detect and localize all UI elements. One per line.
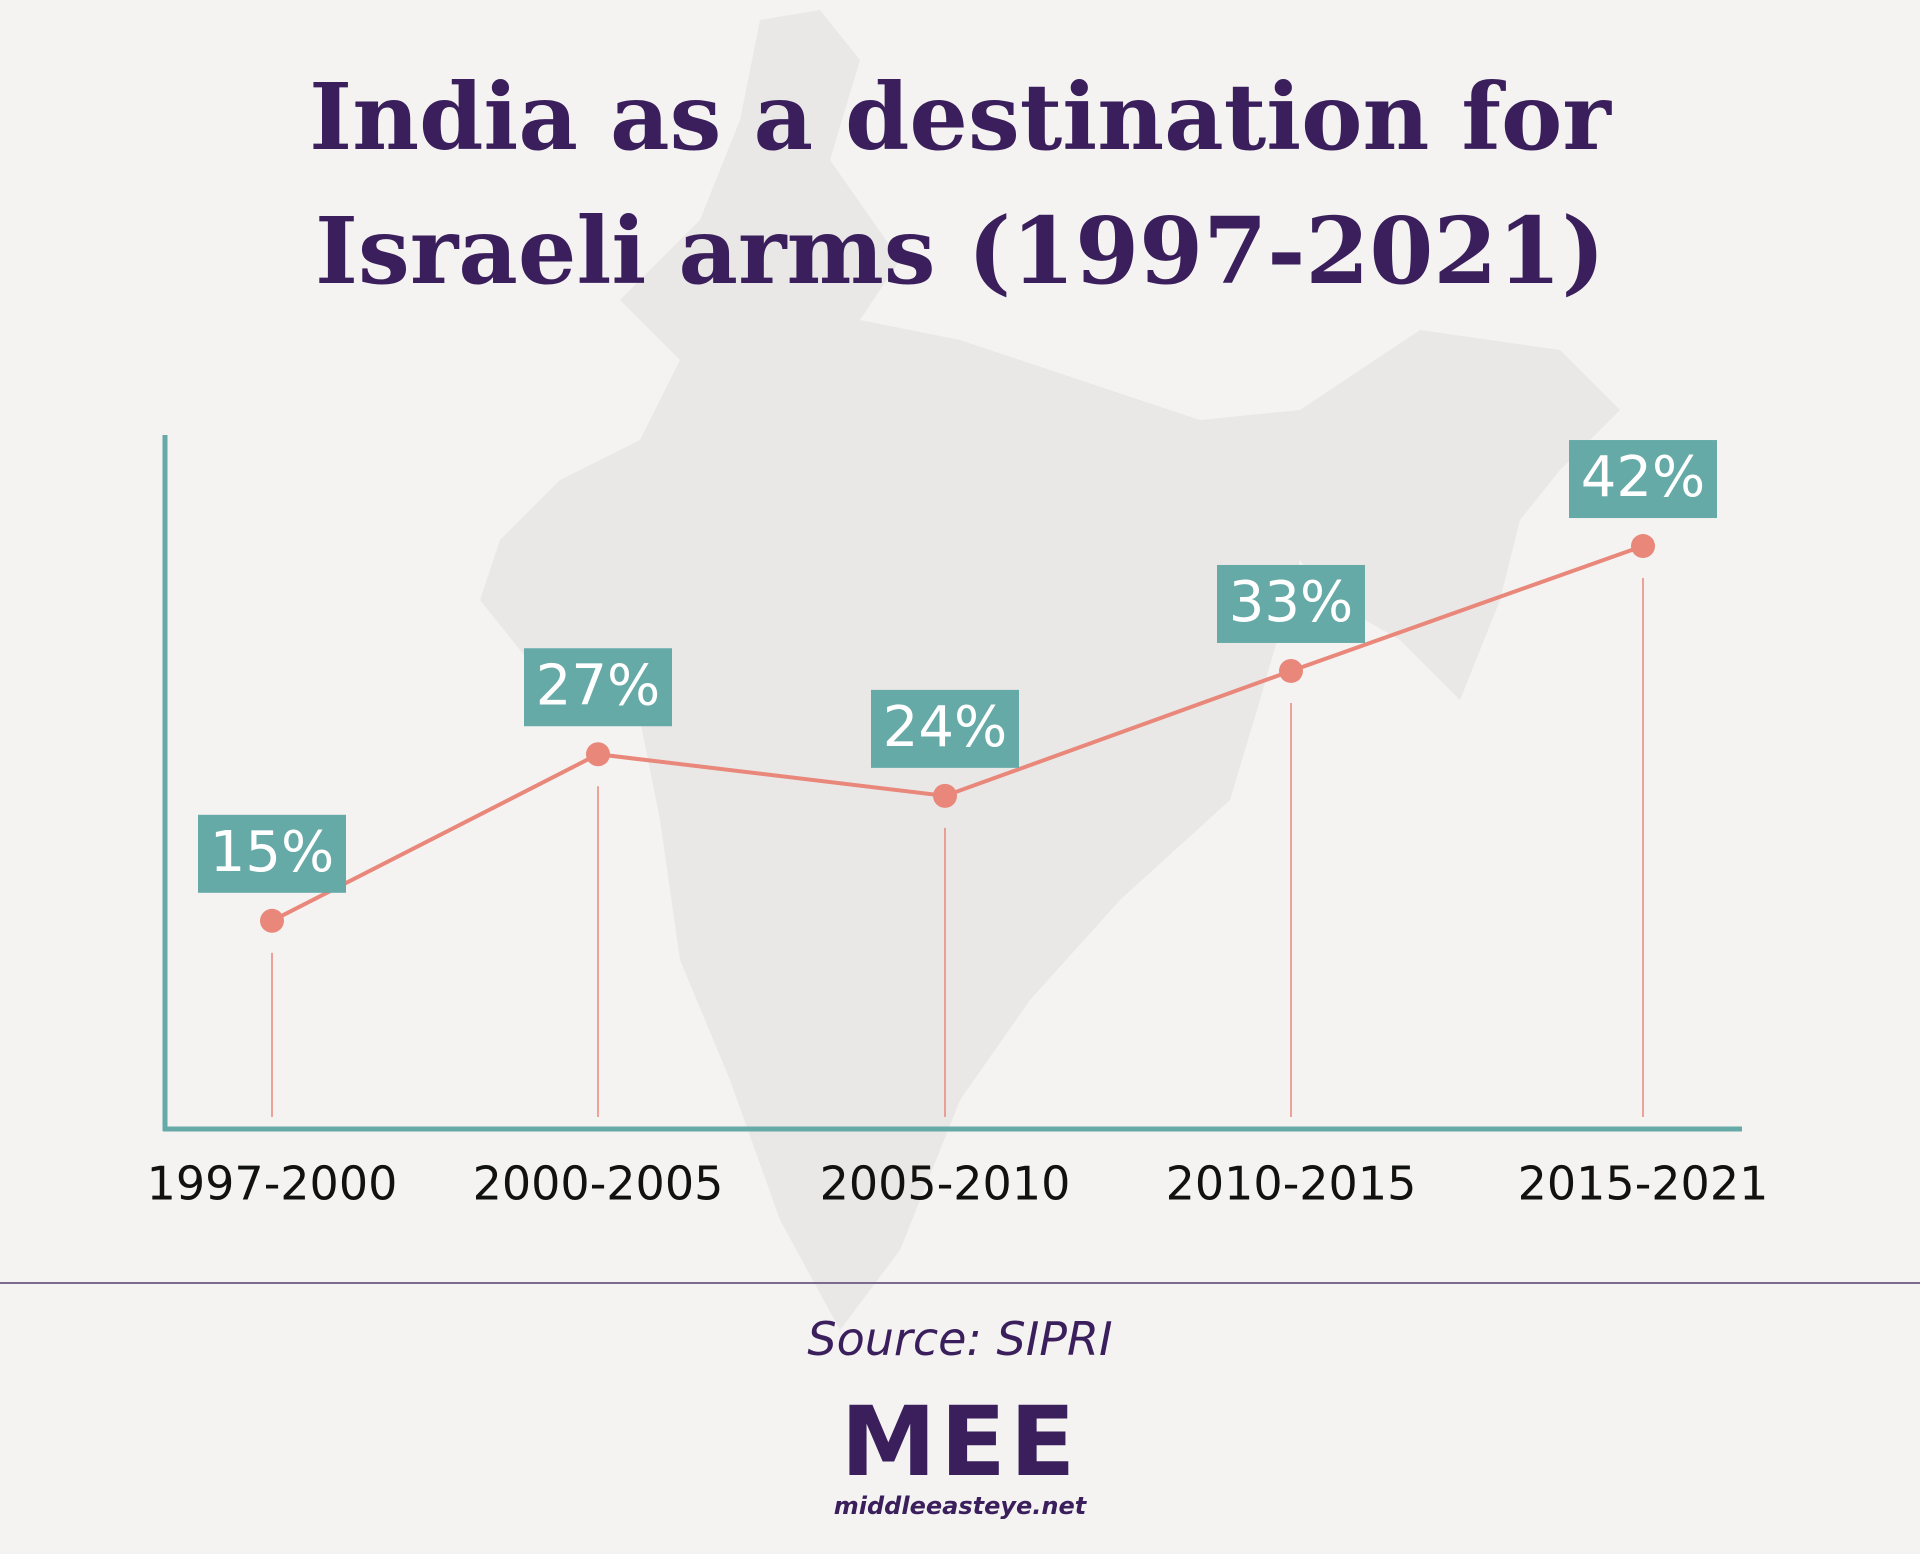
source: Source: SIPRI bbox=[807, 1312, 1113, 1366]
website: middleeasteye.net bbox=[833, 1492, 1087, 1520]
x-tick-label: 2015-2021 bbox=[1518, 1157, 1769, 1211]
point bbox=[1631, 534, 1655, 559]
chart-title: India as a destination for Israeli arms … bbox=[309, 63, 1611, 305]
label-box bbox=[198, 814, 346, 893]
logo: MEE bbox=[840, 1386, 1080, 1498]
value-label: 15% bbox=[210, 820, 334, 885]
label-box bbox=[524, 648, 672, 727]
value-label: 24% bbox=[883, 695, 1007, 760]
point bbox=[586, 742, 610, 767]
point bbox=[1279, 658, 1303, 683]
x-tick-label: 2010-2015 bbox=[1166, 1157, 1417, 1211]
x-tick-label: 1997-2000 bbox=[147, 1157, 398, 1211]
map-silhouette bbox=[480, 10, 1620, 1330]
x-tick-label: 2000-2005 bbox=[473, 1157, 724, 1211]
point bbox=[933, 783, 957, 808]
label-box bbox=[1217, 564, 1365, 643]
label-box bbox=[871, 689, 1019, 768]
value-label: 27% bbox=[536, 653, 660, 718]
value-label: 42% bbox=[1581, 445, 1705, 510]
value-label: 33% bbox=[1229, 570, 1353, 635]
x-tick-label: 2005-2010 bbox=[820, 1157, 1071, 1211]
label-box bbox=[1569, 440, 1717, 519]
point bbox=[260, 908, 284, 933]
